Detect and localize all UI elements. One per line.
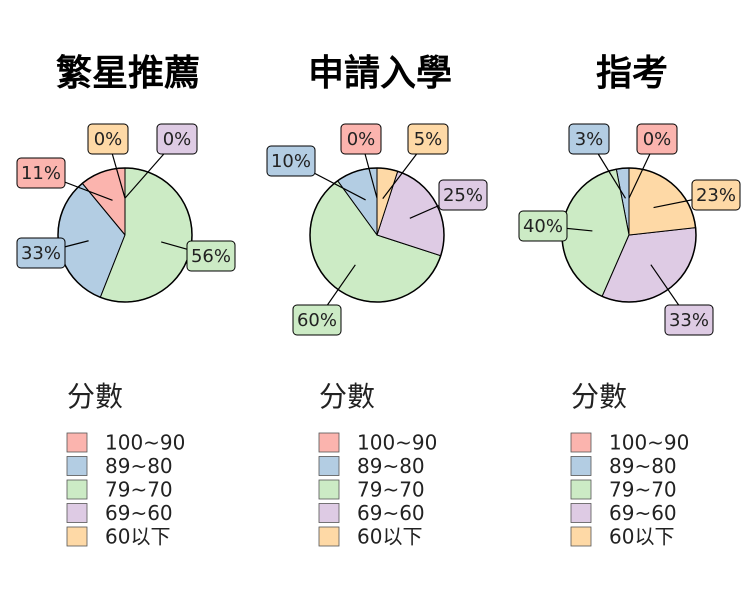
data-label-box [266, 145, 316, 177]
legend-swatch [66, 479, 88, 500]
legend-entry: 100~90 [357, 431, 437, 455]
data-label-box [340, 123, 382, 155]
data-label-box [691, 179, 741, 211]
data-label: 33% [21, 243, 61, 264]
pie-outline [309, 167, 445, 303]
legend-title: 分數 [571, 380, 627, 413]
legend-swatch [318, 503, 340, 523]
legend-swatch [66, 526, 88, 547]
legend-swatch [66, 503, 88, 523]
legend-title: 分數 [319, 380, 375, 413]
legend-entry: 69~60 [357, 501, 425, 525]
legend-entry: 60以下 [357, 525, 422, 549]
legend-entry: 79~70 [357, 478, 425, 502]
data-label: 23% [696, 185, 736, 206]
data-label-box [16, 157, 66, 189]
data-label-box [292, 304, 342, 336]
panel-title: 申請入學 [308, 53, 452, 94]
legend-swatch [66, 456, 88, 476]
legend-swatch [570, 479, 592, 500]
data-label-box [518, 210, 568, 242]
data-label: 3% [575, 129, 604, 150]
data-label-box [87, 123, 129, 155]
data-label: 25% [443, 185, 483, 206]
legend-swatch [570, 503, 592, 523]
data-label: 33% [669, 310, 709, 331]
data-label: 0% [94, 129, 123, 150]
legend-entry: 69~60 [609, 501, 677, 525]
data-label: 60% [297, 310, 337, 331]
data-label: 0% [163, 129, 192, 150]
data-label-box [16, 237, 66, 269]
data-label-box [664, 304, 714, 336]
data-label-box [568, 123, 610, 155]
data-label: 5% [414, 129, 443, 150]
legend-entry: 79~70 [105, 478, 173, 502]
legend-entry: 100~90 [609, 431, 689, 455]
pie-panel-2: 申請入學 0% 10% 60% 25% 5% 分數 100~9089~8079~7069~60… [266, 53, 488, 549]
data-label-box [407, 123, 449, 155]
legend-title: 分數 [67, 380, 123, 413]
panel-title: 指考 [596, 53, 668, 94]
legend-swatch [318, 526, 340, 547]
data-label: 11% [21, 163, 61, 184]
pie-panel-3: 指考 0% 3% 40% 33% 23% 分數 100~9089~8079~7069~6060… [518, 53, 741, 549]
data-label-box [186, 240, 236, 272]
pie-outline [57, 167, 193, 303]
panel-title: 繁星推薦 [56, 53, 200, 94]
data-label-box [636, 123, 678, 155]
legend-swatch [570, 432, 592, 453]
data-label: 56% [191, 246, 231, 267]
legend-entry: 60以下 [609, 525, 674, 549]
legend-swatch [318, 432, 340, 453]
legend-entry: 69~60 [105, 501, 173, 525]
data-label: 0% [347, 129, 376, 150]
data-label-box [438, 179, 488, 211]
legend-entry: 60以下 [105, 525, 170, 549]
legend-entry: 79~70 [609, 478, 677, 502]
data-label-box [156, 123, 198, 155]
legend-swatch [318, 456, 340, 476]
legend-swatch [570, 456, 592, 476]
legend-entry: 100~90 [105, 431, 185, 455]
legend-swatch [570, 526, 592, 547]
legend-entry: 89~80 [105, 454, 173, 478]
legend-swatch [66, 432, 88, 453]
legend-entry: 89~80 [609, 454, 677, 478]
data-label: 40% [523, 216, 563, 237]
pie-panel-1: 繁星推薦 11% 33% 56% 0% 0% 分數 100~9089~8079~7069~60… [16, 53, 236, 549]
legend-swatch [318, 479, 340, 500]
data-label: 0% [643, 129, 672, 150]
data-label: 10% [271, 151, 311, 172]
legend-entry: 89~80 [357, 454, 425, 478]
